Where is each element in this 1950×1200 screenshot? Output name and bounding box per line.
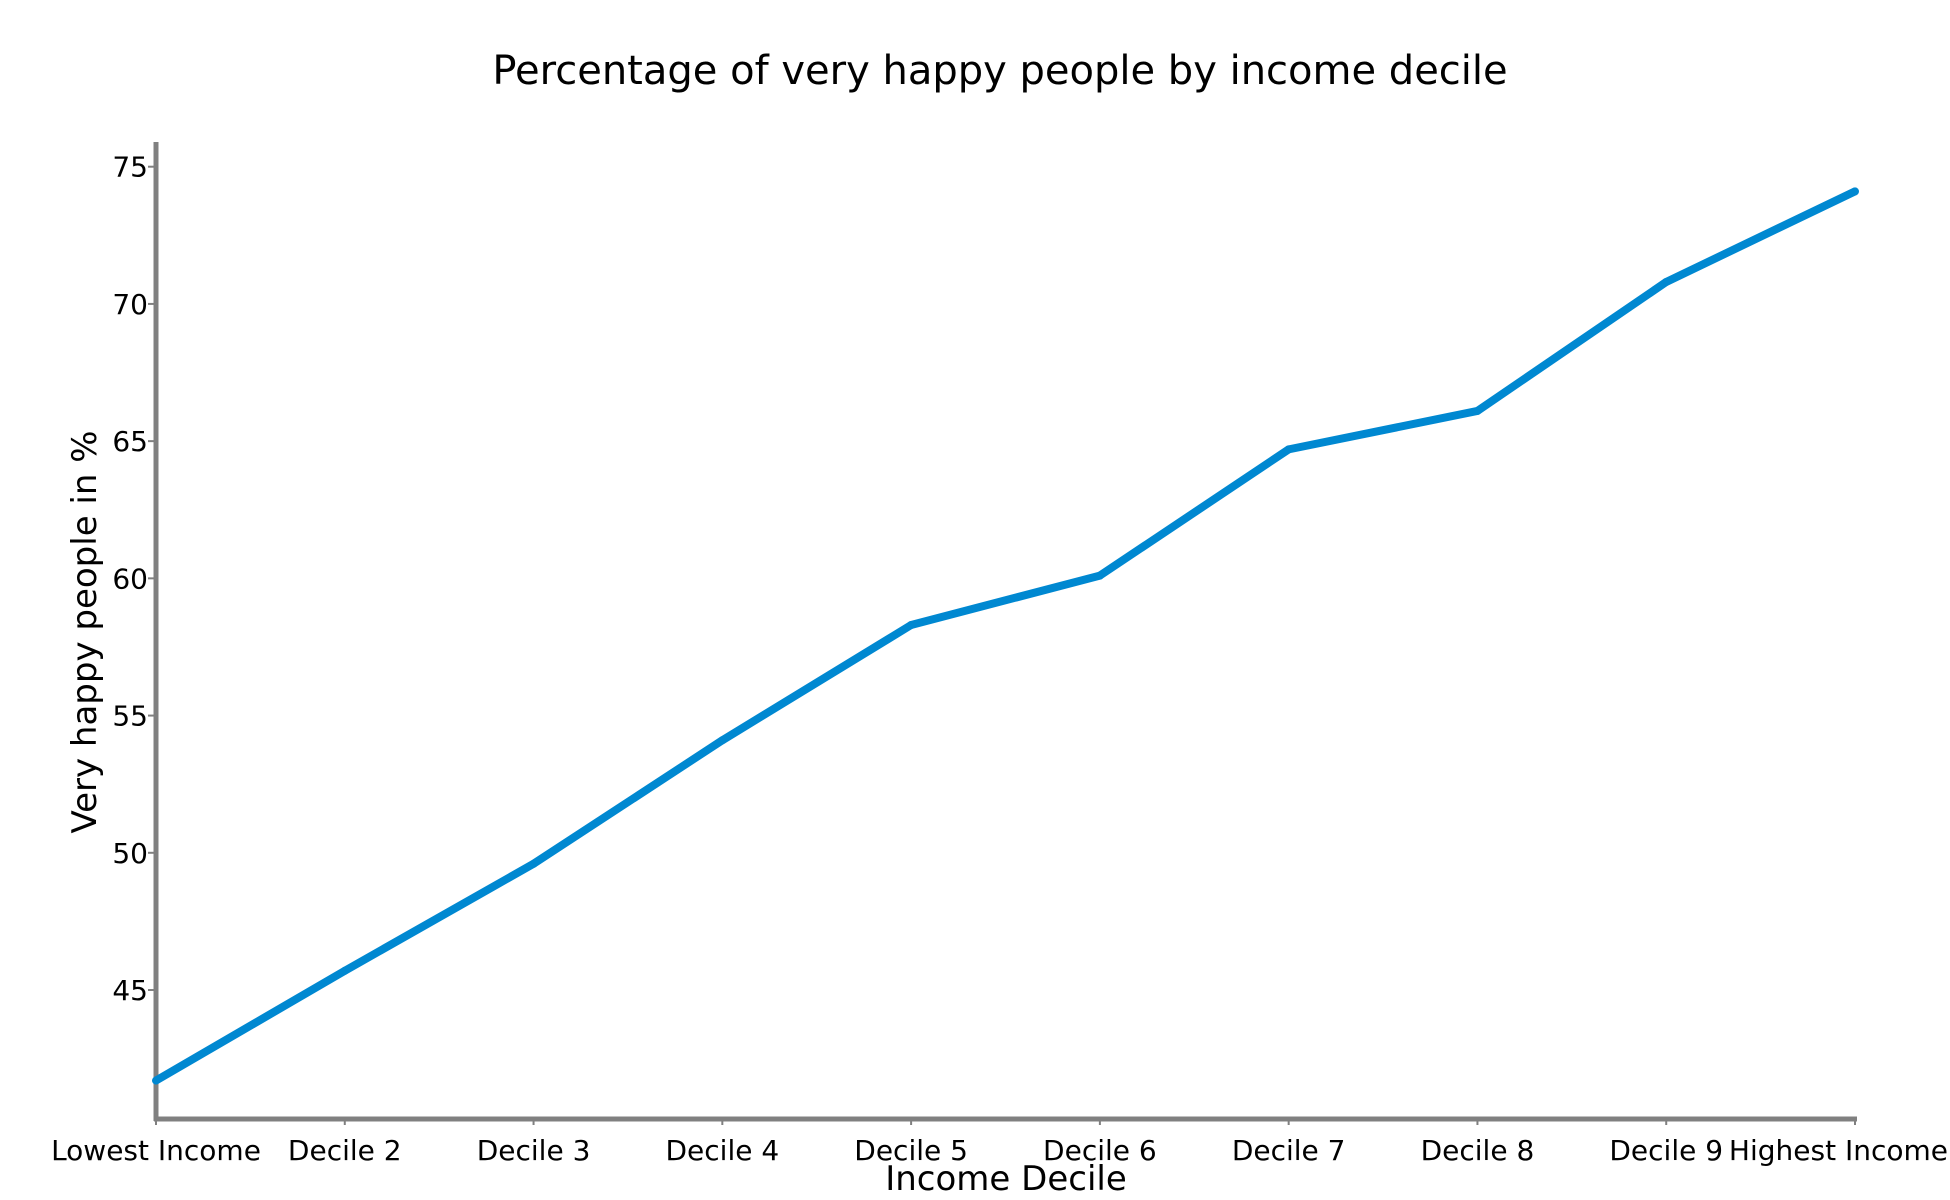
x-tick-label: Lowest Income [51,1134,261,1167]
y-tick-label: 55 [112,700,148,733]
data-point [1473,406,1482,415]
data-points [152,187,1859,1085]
x-axis-ticks: Lowest Income Decile 2 Decile 3 Decile 4 Dec… [51,1119,1948,1167]
series-line [153,187,1857,1085]
x-tick-label: Decile 7 [1232,1134,1346,1167]
y-axis-label: Very happy people in % [65,430,105,833]
x-tick-label: Decile 6 [1043,1134,1157,1167]
y-tick-label: 65 [112,425,148,458]
data-point [152,1076,160,1085]
x-tick-label: Decile 9 [1609,1134,1723,1167]
chart-title: Percentage of very happy people by incom… [492,48,1507,94]
y-tick-label: 60 [112,562,148,595]
x-tick-label: Decile 8 [1421,1134,1535,1167]
data-point [340,966,349,975]
y-tick-label: 70 [112,288,148,321]
data-point [1095,571,1104,580]
y-tick-label: 75 [112,151,148,184]
y-tick-label: 50 [112,837,148,870]
y-tick-label: 45 [112,974,148,1007]
data-point [1662,277,1671,286]
data-point [718,736,727,745]
x-tick-label: Decile 3 [477,1134,591,1167]
x-tick-label: Decile 2 [288,1134,402,1167]
x-tick-label: Highest Income [1729,1134,1948,1167]
data-point [907,621,916,630]
x-tick-label: Decile 4 [665,1134,779,1167]
data-point [1851,187,1859,196]
y-axis-ticks: 45 50 55 60 65 70 75 [112,151,156,1007]
x-axis-label: Income Decile [885,1159,1127,1199]
data-point [1284,445,1293,454]
data-point [529,859,538,868]
x-tick-label: Decile 5 [854,1134,968,1167]
